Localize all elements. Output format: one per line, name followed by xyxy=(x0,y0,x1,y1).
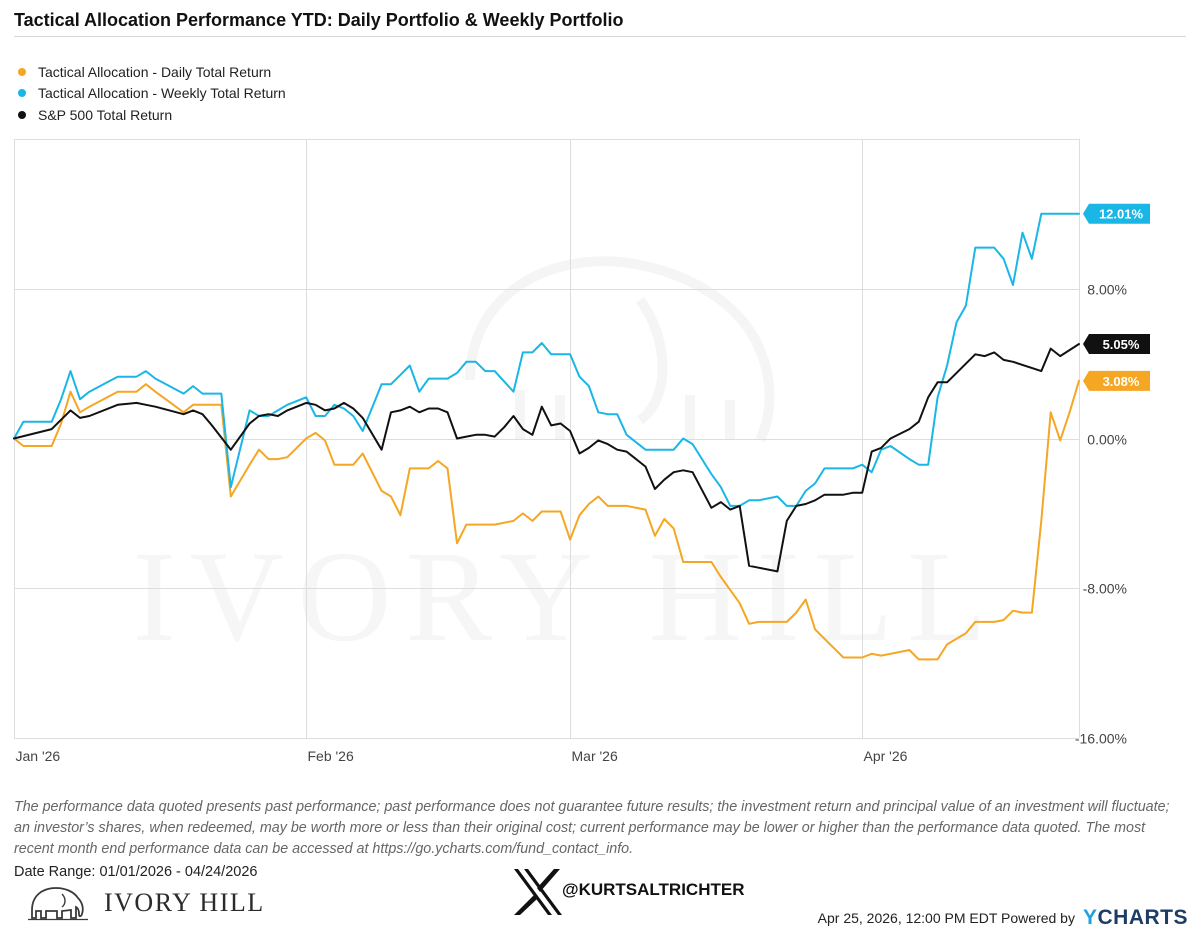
series-end-label-tag xyxy=(1083,203,1150,224)
date-range-text: Date Range: 01/01/2026 - 04/24/2026 xyxy=(14,864,258,880)
series-end-label: 3.08% xyxy=(1103,374,1140,389)
series-line xyxy=(13,343,1080,573)
series-end-label: 12.01% xyxy=(1099,207,1144,222)
watermark-text: IVORY HILL xyxy=(132,525,1000,669)
y-tick-label: 0.00% xyxy=(1087,432,1127,448)
legend-item: Tactical Allocation - Weekly Total Retur… xyxy=(18,83,286,105)
performance-disclaimer: The performance data quoted presents pas… xyxy=(14,799,1170,857)
ycharts-logo-text: CHARTS xyxy=(1097,906,1188,929)
x-tick-label: Feb '26 xyxy=(308,748,354,764)
watermark-layer: IVORY HILL xyxy=(132,256,1000,669)
ycharts-logo: Y CHARTS xyxy=(1083,906,1188,930)
ycharts-logo-mark: Y xyxy=(1082,906,1098,929)
x-logo-icon xyxy=(514,869,562,915)
legend-swatch xyxy=(18,67,26,76)
y-tick-label: -8.00% xyxy=(1083,581,1127,597)
footer-timestamp: Apr 25, 2026, 12:00 PM EDT Powered by xyxy=(817,910,1075,926)
x-handle-text: @KURTSALTRICHTER xyxy=(562,880,745,899)
legend-item: S&P 500 Total Return xyxy=(18,104,286,126)
chart-legend: Tactical Allocation - Daily Total Return… xyxy=(18,61,286,126)
y-tick-label: 8.00% xyxy=(1087,282,1127,298)
legend-label: Tactical Allocation - Daily Total Return xyxy=(38,63,272,80)
legend-label: S&P 500 Total Return xyxy=(38,106,173,123)
legend-item: Tactical Allocation - Daily Total Return xyxy=(18,61,286,83)
series-line xyxy=(13,212,1080,507)
x-tick-label: Apr '26 xyxy=(864,748,908,764)
elephant-logo-icon xyxy=(28,887,88,921)
y-tick-label: -16.00% xyxy=(1075,731,1127,747)
series-end-label-tag xyxy=(1083,333,1150,354)
series-layer xyxy=(13,212,1080,661)
legend-swatch xyxy=(18,110,26,119)
x-tick-label: Mar '26 xyxy=(572,748,618,764)
title-divider xyxy=(14,36,1186,37)
watermark-elephant-icon xyxy=(465,256,775,443)
series-line xyxy=(13,379,1080,661)
series-end-label: 5.05% xyxy=(1103,337,1140,352)
x-tick-label: Jan '26 xyxy=(16,748,61,764)
series-end-label-tag xyxy=(1083,370,1150,391)
legend-swatch xyxy=(18,89,26,98)
legend-label: Tactical Allocation - Weekly Total Retur… xyxy=(38,85,286,102)
chart-plot: IVORY HILL Jan '26 Feb '26 Mar '26 Apr '26 8… xyxy=(13,139,1150,764)
brand-name: IVORY HILL xyxy=(104,888,265,917)
grid-layer: Jan '26 Feb '26 Mar '26 Apr '26 8.00% 0.00% -8… xyxy=(14,139,1127,764)
chart-title: Tactical Allocation Performance YTD: Dai… xyxy=(14,10,624,30)
label-layer: 3.08% 12.01% 5.05% xyxy=(1083,203,1150,391)
